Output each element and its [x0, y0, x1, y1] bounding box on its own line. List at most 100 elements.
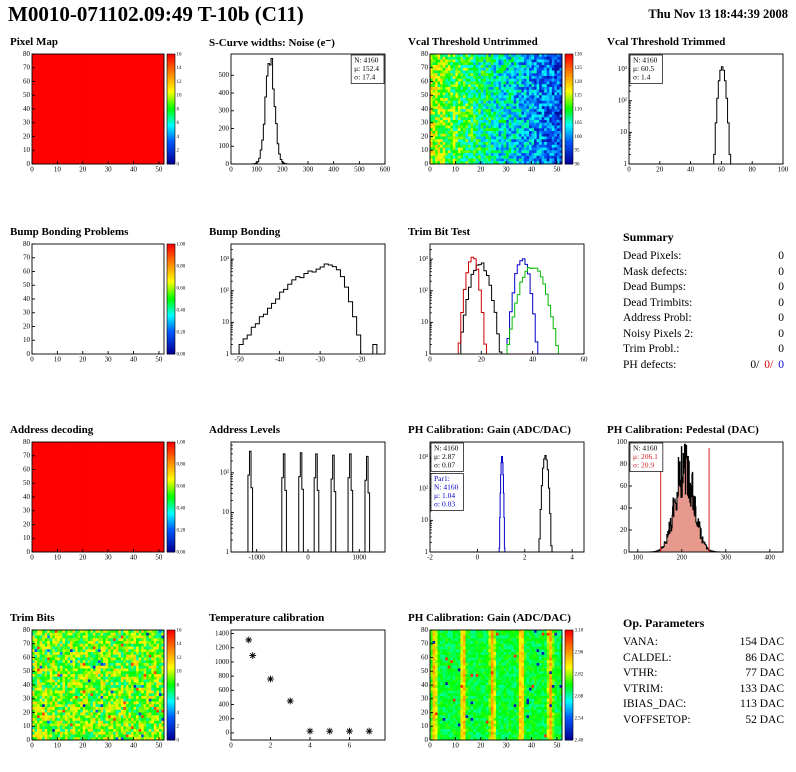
row-value: 154 DAC — [739, 636, 784, 648]
row-value: 0 — [778, 296, 784, 312]
plot-title: Vcal Threshold Untrimmed — [408, 36, 538, 48]
op-parameters-rows: VANA: 154 DAC CALDEL: 86 DAC VTHR: 77 DAC VTRI… — [623, 635, 784, 728]
trim-bits-canvas — [8, 626, 194, 754]
plot-title: PH Calibration: Pedestal (DAC) — [607, 424, 759, 436]
vcal-trimmed-plot — [605, 50, 796, 178]
plot-title: S-Curve widths: Noise (e⁻) — [209, 37, 335, 49]
row-value-part: 0 — [778, 281, 784, 293]
panel-vcal-untrimmed: Vcal Threshold Untrimmed — [398, 28, 597, 218]
row-label: VTHR: — [623, 667, 658, 679]
ph-gain-plot — [406, 438, 597, 566]
row-value: 133 DAC — [739, 682, 784, 695]
text-row: CALDEL: 86 DAC — [623, 651, 784, 667]
row-value-part: 0 — [778, 327, 784, 340]
panel-trimbit-test: Trim Bit Test — [398, 218, 597, 416]
text-row: VTRIM: 133 DAC — [623, 682, 784, 698]
text-row: Dead Trimbits: 0 — [623, 296, 784, 312]
pixel-map-plot — [8, 50, 199, 178]
ph-gain-map-plot — [406, 626, 597, 754]
row-value-part: 0 — [778, 312, 784, 324]
row-value-part: 0 — [778, 265, 784, 278]
panel-ph-gain: PH Calibration: Gain (ADC/DAC) — [398, 416, 597, 604]
panel-vcal-trimmed: Vcal Threshold Trimmed — [597, 28, 796, 218]
text-row: Dead Bumps: 0 — [623, 280, 784, 296]
row-value: 0 — [778, 280, 784, 296]
text-row: VOFFSETOP: 52 DAC — [623, 713, 784, 729]
plot-title: Bump Bonding — [209, 226, 281, 238]
row-value-part: 0/ — [764, 358, 774, 371]
text-row: IBIAS_DAC: 113 DAC — [623, 697, 784, 713]
summary-title: Summary — [623, 230, 674, 244]
temp-calibration-plot — [207, 626, 398, 754]
row-value: 0 — [778, 327, 784, 343]
panel-scurve-noise: S-Curve widths: Noise (e⁻) — [199, 28, 398, 218]
pixel-map-canvas — [8, 50, 194, 178]
row-value: 0 — [778, 265, 784, 281]
row-value-part: 0 — [778, 358, 784, 371]
timestamp: Thu Nov 13 18:44:39 2008 — [648, 7, 788, 21]
row-label: VOFFSETOP: — [623, 713, 691, 726]
row-label: VANA: — [623, 636, 658, 648]
row-label: Address Probl: — [623, 312, 692, 324]
bump-bonding-canvas — [207, 240, 393, 368]
plot-title: Trim Bit Test — [408, 226, 471, 238]
bump-problems-canvas — [8, 240, 194, 368]
header: M0010-071102.09:49 T-10b (C11) Thu Nov 1… — [0, 0, 796, 28]
address-decoding-canvas — [8, 438, 194, 566]
panel-bump-bonding: Bump Bonding — [199, 218, 398, 416]
panel-address-levels: Address Levels — [199, 416, 398, 604]
vcal-untrimmed-canvas — [406, 50, 592, 178]
address-levels-canvas — [207, 438, 393, 566]
plot-title: Pixel Map — [10, 36, 58, 48]
row-label: Dead Bumps: — [623, 281, 686, 293]
ph-pedestal-plot — [605, 438, 796, 566]
panel-pixel-map: Pixel Map — [0, 28, 199, 218]
text-row: Address Probl: 0 — [623, 311, 784, 327]
panel-address-decoding: Address decoding — [0, 416, 199, 604]
address-levels-plot — [207, 438, 398, 566]
plot-title: Vcal Threshold Trimmed — [607, 36, 726, 48]
row-value: 113 DAC — [740, 698, 784, 710]
op-parameters-title: Op. Parameters — [623, 616, 705, 630]
ph-gain-map-canvas — [406, 626, 592, 754]
row-value-part: 0/ — [750, 358, 760, 371]
text-row: Mask defects: 0 — [623, 265, 784, 281]
bump-bonding-plot — [207, 240, 398, 368]
vcal-trimmed-canvas — [605, 50, 791, 178]
plot-title: Trim Bits — [10, 612, 55, 624]
scurve-noise-canvas — [207, 50, 393, 178]
text-row: Trim Probl.: 0 — [623, 342, 784, 358]
vcal-untrimmed-plot — [406, 50, 597, 178]
row-value-part: 0 — [778, 296, 784, 309]
panel-ph-gain-map: PH Calibration: Gain (ADC/DAC) — [398, 604, 597, 760]
text-row: Dead Pixels: 0 — [623, 249, 784, 265]
row-value: 52 DAC — [745, 713, 784, 726]
row-label: Noisy Pixels 2: — [623, 327, 694, 340]
address-decoding-plot — [8, 438, 199, 566]
row-label: CALDEL: — [623, 651, 672, 664]
plot-title: PH Calibration: Gain (ADC/DAC) — [408, 612, 571, 624]
plot-title: Temperature calibration — [209, 612, 325, 624]
row-label: IBIAS_DAC: — [623, 698, 687, 710]
summary-rows: Dead Pixels: 0 Mask defects: 0 Dead Bumps: 0 D… — [623, 249, 784, 373]
row-label: VTRIM: — [623, 682, 664, 695]
row-value: 86 DAC — [745, 651, 784, 664]
row-value: 77 DAC — [745, 667, 784, 679]
row-value: 0/0/0 — [750, 358, 784, 374]
row-label: Dead Trimbits: — [623, 296, 693, 309]
panel-summary: Summary Dead Pixels: 0 Mask defects: 0 Dead … — [597, 218, 796, 416]
plot-title: PH Calibration: Gain (ADC/DAC) — [408, 424, 571, 436]
temp-calibration-canvas — [207, 626, 393, 754]
row-label: Trim Probl.: — [623, 343, 680, 355]
row-value-part: 0 — [778, 250, 784, 262]
text-row: Noisy Pixels 2: 0 — [623, 327, 784, 343]
row-label: Mask defects: — [623, 265, 688, 278]
panel-temp-calibration: Temperature calibration — [199, 604, 398, 760]
row-value: 0 — [778, 249, 784, 265]
panel-ph-pedestal: PH Calibration: Pedestal (DAC) — [597, 416, 796, 604]
trimbit-test-canvas — [406, 240, 592, 368]
trim-bits-plot — [8, 626, 199, 754]
page-title: M0010-071102.09:49 T-10b (C11) — [8, 2, 304, 26]
panel-trim-bits: Trim Bits — [0, 604, 199, 760]
row-label: PH defects: — [623, 358, 677, 371]
